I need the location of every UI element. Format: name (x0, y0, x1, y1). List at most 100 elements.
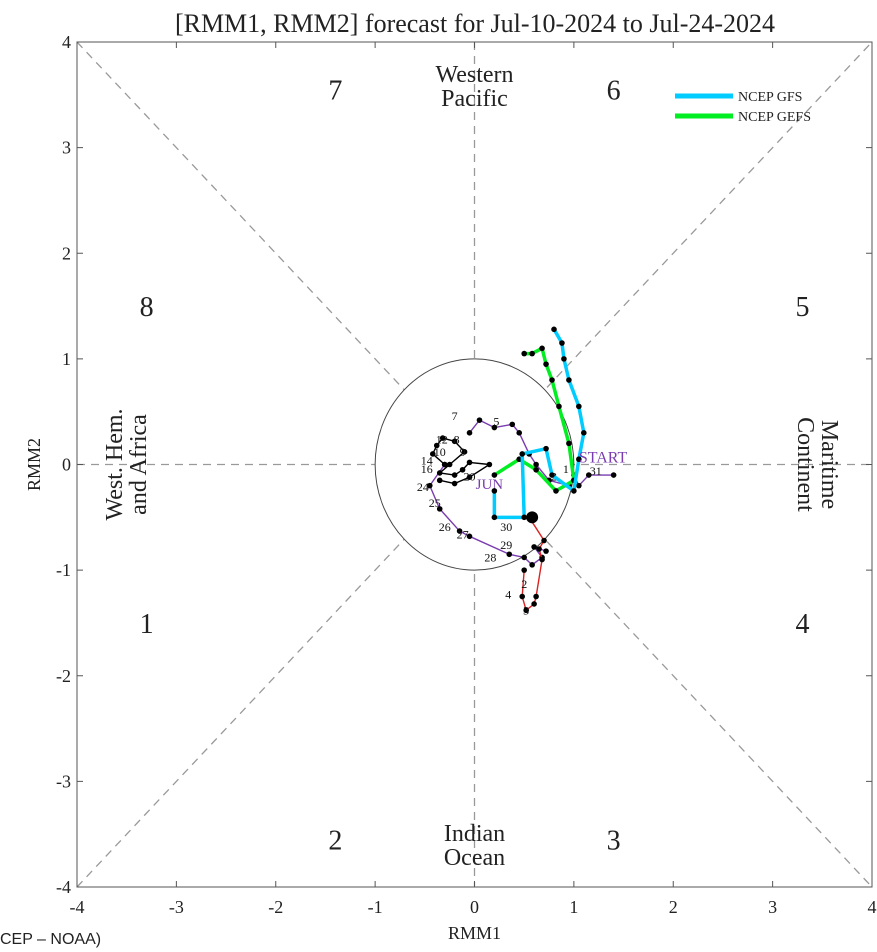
series-point (549, 472, 555, 478)
series-point (533, 593, 539, 600)
y-tick-label: 4 (62, 32, 71, 52)
point-label: 14 (421, 454, 433, 468)
point-label: 10 (434, 445, 446, 459)
x-tick-label: -2 (268, 897, 283, 917)
series-point (451, 472, 458, 478)
phase-label: 1 (140, 609, 154, 640)
series-point (543, 548, 549, 554)
start-point (526, 511, 539, 524)
series-point (556, 403, 562, 410)
y-axis-label: RMM2 (24, 438, 44, 491)
series-point (491, 424, 498, 431)
x-tick-label: 2 (669, 897, 678, 917)
series-point (436, 470, 443, 476)
series-point (451, 438, 458, 445)
point-label: JUN (476, 477, 504, 493)
x-tick-label: 4 (868, 897, 877, 917)
series-point (541, 537, 547, 544)
y-tick-label: -2 (56, 666, 71, 686)
point-label: 1 (563, 462, 569, 476)
phase-label: 4 (795, 609, 809, 640)
phase-label: 8 (140, 292, 154, 323)
series-point (576, 456, 582, 463)
series-point (433, 442, 440, 449)
series-point (531, 544, 537, 550)
series-point (466, 430, 473, 436)
series-point (561, 356, 567, 362)
series-point (585, 472, 592, 478)
x-tick-label: 1 (569, 897, 578, 917)
series-point (539, 345, 545, 352)
y-tick-label: 3 (62, 138, 71, 158)
series-point (491, 514, 498, 521)
y-tick-label: -3 (56, 771, 71, 791)
point-label: 31 (590, 464, 602, 478)
series-point (521, 350, 527, 357)
point-label: 8 (454, 432, 460, 446)
series-point (581, 430, 587, 436)
series-point (506, 551, 513, 558)
series-point (566, 440, 572, 447)
series-point (543, 445, 549, 452)
region-label-left: West. Hem. (102, 408, 128, 520)
series-point (571, 488, 577, 494)
point-label: 5 (493, 414, 499, 428)
series-point (536, 546, 542, 552)
point-label: 20 (464, 469, 476, 483)
series-point (486, 461, 493, 468)
series-point (436, 506, 443, 512)
y-tick-label: 1 (62, 349, 71, 369)
series-point (549, 377, 555, 383)
region-label-top: Pacific (441, 86, 508, 112)
point-label: 7 (452, 409, 458, 423)
series-point (459, 466, 466, 473)
start-label: START (579, 449, 628, 466)
series-point (466, 533, 473, 540)
point-label: 29 (500, 538, 512, 552)
series-point (521, 567, 527, 573)
series-point (566, 377, 572, 383)
series-point (533, 461, 539, 468)
point-label: 9 (460, 445, 466, 459)
point-label: 25 (429, 496, 441, 510)
series-point (466, 474, 473, 480)
point-label: 16 (421, 462, 433, 476)
series-point (610, 472, 617, 478)
series-point (543, 361, 549, 367)
x-tick-label: -3 (169, 897, 184, 917)
point-label: 24 (417, 480, 429, 494)
series-point (523, 607, 529, 614)
x-axis-label: RMM1 (448, 923, 501, 943)
phase-label: 3 (607, 825, 621, 856)
series-point (491, 488, 498, 494)
y-tick-label: -1 (56, 560, 71, 580)
series-point (539, 556, 545, 563)
series-point (491, 472, 498, 478)
point-label: 28 (484, 551, 496, 565)
phase-label: 7 (328, 76, 342, 107)
series-point (529, 562, 535, 568)
series-point (451, 480, 458, 487)
point-label: 27 (457, 527, 469, 541)
series-point (516, 430, 523, 436)
point-label: 2 (521, 577, 527, 591)
series-point (456, 528, 463, 534)
y-tick-label: 0 (62, 455, 71, 475)
series-point (466, 459, 473, 466)
series-point (426, 482, 433, 489)
region-label-left: and Africa (126, 414, 152, 515)
series-point (509, 421, 516, 428)
series-point (439, 435, 446, 441)
series-point (519, 593, 525, 600)
chart-title: [RMM1, RMM2] forecast for Jul-10-2024 to… (175, 9, 775, 38)
x-tick-label: -4 (70, 897, 85, 917)
region-label-bottom: Ocean (444, 845, 505, 871)
legend-label: NCEP GEFS (738, 110, 811, 125)
series-point (519, 451, 525, 457)
y-tick-label: 2 (62, 243, 71, 263)
source-credit: CEP – NOAA) (0, 931, 101, 948)
point-label: 12 (436, 432, 448, 446)
point-label: 30 (500, 520, 512, 534)
series-point (531, 601, 537, 607)
